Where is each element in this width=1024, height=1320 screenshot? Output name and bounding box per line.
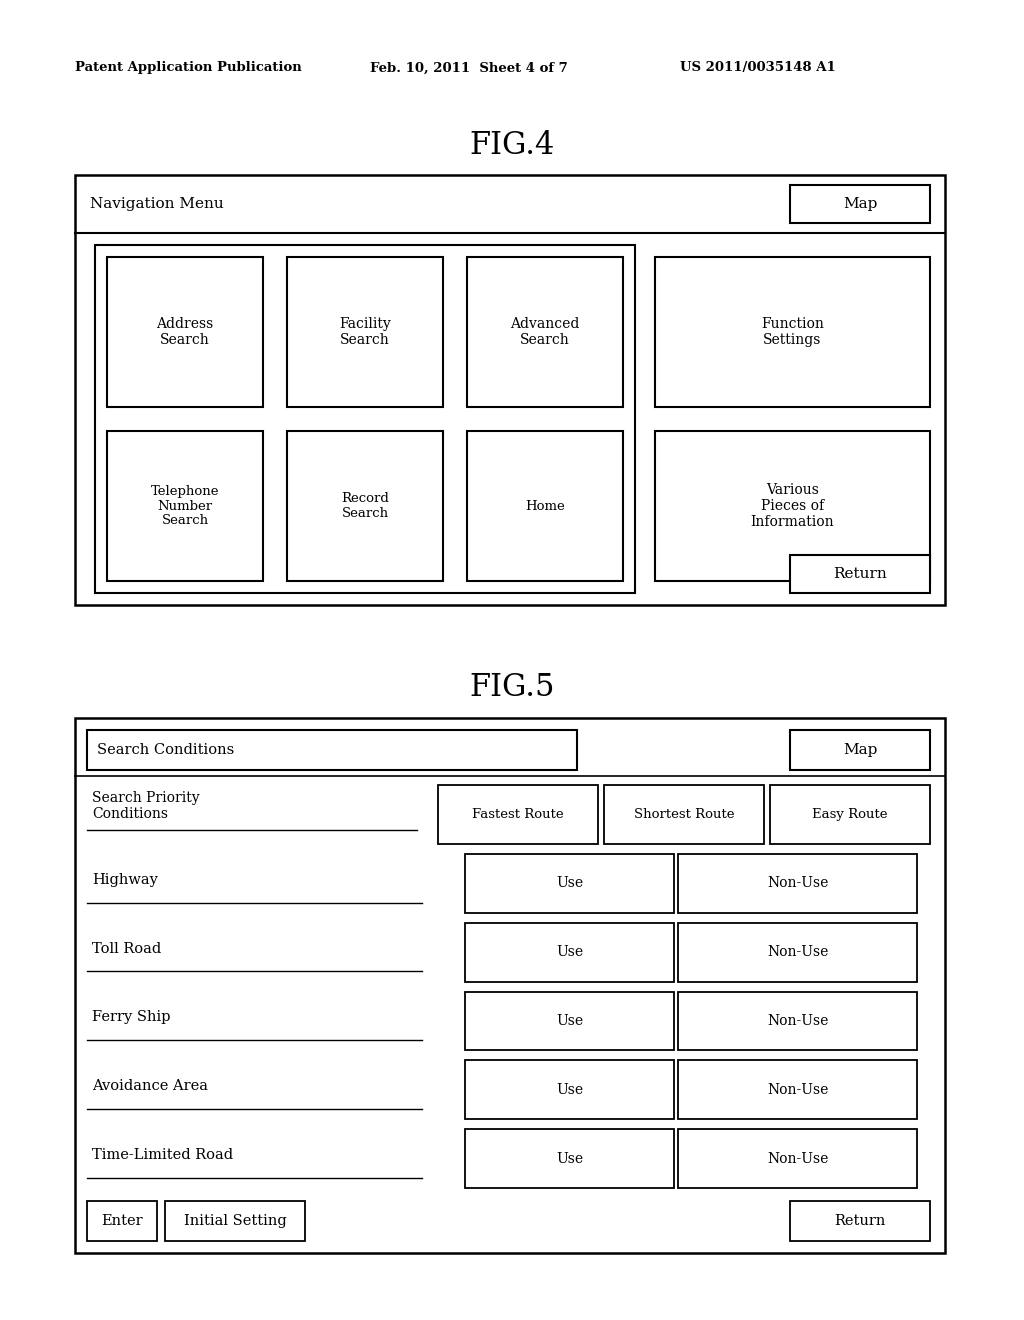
Text: Facility
Search: Facility Search xyxy=(339,317,391,347)
Text: Patent Application Publication: Patent Application Publication xyxy=(75,62,302,74)
Text: Non-Use: Non-Use xyxy=(767,876,828,890)
Text: Address
Search: Address Search xyxy=(157,317,214,347)
Bar xyxy=(790,1201,930,1241)
Text: Use: Use xyxy=(556,876,583,890)
Text: Return: Return xyxy=(835,1214,886,1228)
Bar xyxy=(678,854,918,912)
Bar xyxy=(438,785,598,843)
Text: Navigation Menu: Navigation Menu xyxy=(90,197,224,211)
Bar xyxy=(790,185,930,223)
Bar xyxy=(465,923,674,982)
Bar xyxy=(770,785,930,843)
Bar xyxy=(678,1129,918,1188)
Text: Non-Use: Non-Use xyxy=(767,1082,828,1097)
Bar xyxy=(75,718,945,1253)
Bar xyxy=(465,991,674,1051)
Text: Use: Use xyxy=(556,1014,583,1028)
Text: US 2011/0035148 A1: US 2011/0035148 A1 xyxy=(680,62,836,74)
Bar xyxy=(87,730,577,770)
Text: Map: Map xyxy=(843,197,878,211)
Text: FIG.4: FIG.4 xyxy=(469,129,555,161)
Text: Use: Use xyxy=(556,1082,583,1097)
Bar xyxy=(467,432,623,581)
Text: Record
Search: Record Search xyxy=(341,492,389,520)
Bar xyxy=(790,554,930,593)
Bar xyxy=(604,785,764,843)
Bar xyxy=(655,432,930,581)
Text: Fastest Route: Fastest Route xyxy=(472,808,564,821)
Text: Initial Setting: Initial Setting xyxy=(183,1214,287,1228)
Bar xyxy=(655,257,930,407)
Bar xyxy=(75,176,945,605)
Bar xyxy=(287,432,443,581)
Text: Map: Map xyxy=(843,743,878,756)
Text: Highway: Highway xyxy=(92,873,158,887)
Text: Home: Home xyxy=(525,499,565,512)
Bar xyxy=(465,854,674,912)
Text: Function
Settings: Function Settings xyxy=(761,317,824,347)
Text: Shortest Route: Shortest Route xyxy=(634,808,734,821)
Bar xyxy=(465,1129,674,1188)
Bar xyxy=(678,923,918,982)
Bar xyxy=(287,257,443,407)
Text: Use: Use xyxy=(556,945,583,960)
Text: Toll Road: Toll Road xyxy=(92,941,161,956)
Text: FIG.5: FIG.5 xyxy=(469,672,555,704)
Bar xyxy=(106,432,263,581)
Bar xyxy=(678,1060,918,1119)
Text: Search Conditions: Search Conditions xyxy=(97,743,234,756)
Bar xyxy=(678,991,918,1051)
Text: Search Priority
Conditions: Search Priority Conditions xyxy=(92,791,200,821)
Bar xyxy=(465,1060,674,1119)
Text: Ferry Ship: Ferry Ship xyxy=(92,1011,171,1024)
Bar xyxy=(87,1201,157,1241)
Text: Return: Return xyxy=(834,568,887,581)
Text: Telephone
Number
Search: Telephone Number Search xyxy=(151,484,219,528)
Text: Non-Use: Non-Use xyxy=(767,1151,828,1166)
Text: Time-Limited Road: Time-Limited Road xyxy=(92,1148,233,1162)
Text: Feb. 10, 2011  Sheet 4 of 7: Feb. 10, 2011 Sheet 4 of 7 xyxy=(370,62,567,74)
Text: Various
Pieces of
Information: Various Pieces of Information xyxy=(751,483,835,529)
Text: Non-Use: Non-Use xyxy=(767,1014,828,1028)
Bar xyxy=(95,246,635,593)
Text: Avoidance Area: Avoidance Area xyxy=(92,1080,208,1093)
Bar xyxy=(467,257,623,407)
Bar xyxy=(790,730,930,770)
Text: Enter: Enter xyxy=(101,1214,142,1228)
Text: Non-Use: Non-Use xyxy=(767,945,828,960)
Bar xyxy=(165,1201,305,1241)
Text: Advanced
Search: Advanced Search xyxy=(510,317,580,347)
Text: Use: Use xyxy=(556,1151,583,1166)
Bar xyxy=(106,257,263,407)
Text: Easy Route: Easy Route xyxy=(812,808,888,821)
